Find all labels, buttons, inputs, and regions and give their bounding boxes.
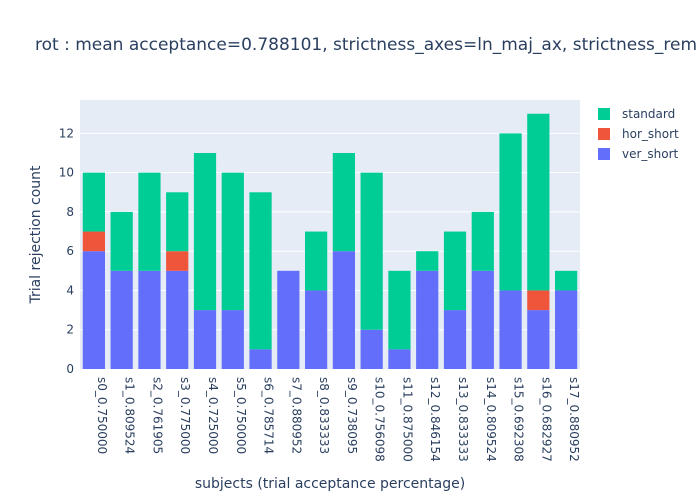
legend-item-ver_short[interactable]: ver_short <box>598 147 679 161</box>
y-tick-label: 12 <box>59 126 74 140</box>
bar-ver_short[interactable] <box>332 251 355 369</box>
bar-hor_short[interactable] <box>82 231 105 252</box>
x-axis-title: subjects (trial acceptance percentage) <box>195 476 465 492</box>
bar-ver_short[interactable] <box>499 290 522 369</box>
y-axis-title: Trial rejection count <box>28 165 44 305</box>
legend-label: ver_short <box>622 147 679 161</box>
bar-standard[interactable] <box>138 172 161 271</box>
bar-standard[interactable] <box>499 133 522 291</box>
x-tick-label: s0_0.750000 <box>95 377 109 454</box>
bar-standard[interactable] <box>555 270 578 291</box>
x-tick-label: s5_0.750000 <box>234 377 248 454</box>
plot-area <box>80 100 580 369</box>
x-tick-label: s2_0.761905 <box>150 377 164 454</box>
bar-standard[interactable] <box>332 153 355 252</box>
bar-ver_short[interactable] <box>471 270 494 369</box>
x-tick-label: s17_0.880952 <box>567 377 581 462</box>
legend-item-hor_short[interactable]: hor_short <box>598 127 679 141</box>
bar-ver_short[interactable] <box>249 349 272 369</box>
bar-ver_short[interactable] <box>193 310 217 369</box>
x-tick-label: s10_0.756098 <box>373 377 387 462</box>
bar-standard[interactable] <box>527 113 550 291</box>
bar-ver_short[interactable] <box>110 270 133 369</box>
x-tick-label: s7_0.880952 <box>289 377 303 454</box>
bar-standard[interactable] <box>388 270 411 350</box>
bar-ver_short[interactable] <box>555 290 578 369</box>
chart-title: rot : mean acceptance=0.788101, strictne… <box>35 35 697 55</box>
x-tick-label: s15_0.692308 <box>512 377 526 462</box>
bar-hor_short[interactable] <box>527 290 550 311</box>
legend-label: standard <box>622 107 675 121</box>
bar-standard[interactable] <box>443 231 467 311</box>
bar-standard[interactable] <box>249 192 272 350</box>
y-tick-label: 2 <box>66 323 74 337</box>
bar-ver_short[interactable] <box>305 290 328 369</box>
bar-standard[interactable] <box>82 172 105 232</box>
bar-standard[interactable] <box>360 172 383 330</box>
bar-standard[interactable] <box>110 211 133 271</box>
bar-ver_short[interactable] <box>82 251 105 369</box>
bar-ver_short[interactable] <box>360 329 383 369</box>
x-tick-label: s11_0.875000 <box>400 377 414 462</box>
y-tick-label: 6 <box>66 244 74 258</box>
x-axis-ticks: s0_0.750000 s1_0.809524 s2_0.761905 s3_0.77… <box>95 377 581 462</box>
x-tick-label: s6_0.785714 <box>262 377 276 454</box>
gridlines <box>80 132 580 331</box>
x-tick-label: s8_0.833333 <box>317 377 331 454</box>
y-tick-label: 4 <box>66 283 74 297</box>
bar-standard[interactable] <box>221 172 244 311</box>
y-tick-label: 10 <box>59 166 74 180</box>
x-tick-label: s12_0.846154 <box>428 377 442 462</box>
x-tick-label: s13_0.833333 <box>456 377 470 462</box>
legend-label: hor_short <box>622 127 679 141</box>
y-tick-label: 0 <box>66 362 74 376</box>
y-tick-label: 8 <box>66 205 74 219</box>
y-axis-ticks: 0 2 4 6 8 10 12 <box>59 126 74 376</box>
bar-standard[interactable] <box>305 231 328 291</box>
bar-ver_short[interactable] <box>277 270 300 369</box>
legend-swatch <box>598 128 610 140</box>
bar-ver_short[interactable] <box>388 349 411 369</box>
bars <box>82 113 578 369</box>
x-tick-label: s14_0.809524 <box>484 377 498 462</box>
bar-ver_short[interactable] <box>138 270 161 369</box>
bar-ver_short[interactable] <box>221 310 244 369</box>
x-tick-label: s3_0.775000 <box>178 377 192 454</box>
bar-standard[interactable] <box>166 192 189 252</box>
bar-ver_short[interactable] <box>527 310 550 369</box>
x-tick-label: s9_0.738095 <box>345 377 359 454</box>
x-tick-label: s1_0.809524 <box>123 377 137 454</box>
bar-standard[interactable] <box>193 153 217 311</box>
bar-standard[interactable] <box>471 211 494 271</box>
bar-ver_short[interactable] <box>416 270 439 369</box>
bar-ver_short[interactable] <box>166 270 189 369</box>
legend-item-standard[interactable]: standard <box>598 107 675 121</box>
legend-swatch <box>598 148 610 160</box>
legend-swatch <box>598 108 610 120</box>
legend[interactable]: standard hor_short ver_short <box>598 107 679 161</box>
bar-standard[interactable] <box>416 251 439 271</box>
bar-ver_short[interactable] <box>443 310 467 369</box>
x-tick-label: s4_0.725000 <box>206 377 220 454</box>
x-tick-label: s16_0.682927 <box>539 377 553 462</box>
bar-hor_short[interactable] <box>166 251 189 271</box>
